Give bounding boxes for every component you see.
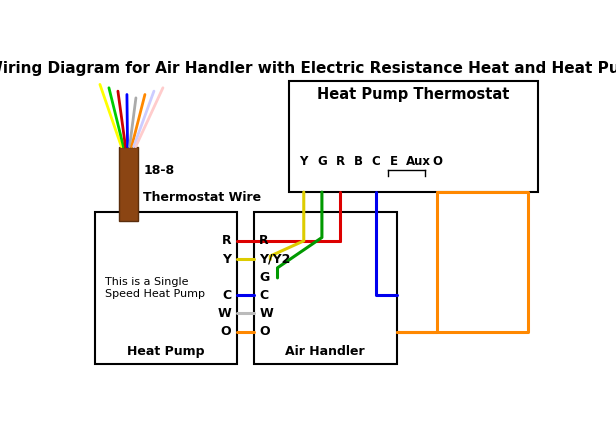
Text: G: G (259, 271, 270, 284)
Text: Wiring Diagram for Air Handler with Electric Resistance Heat and Heat Pump: Wiring Diagram for Air Handler with Elec… (0, 61, 616, 76)
Text: O: O (432, 155, 442, 168)
Text: This is a Single
Speed Heat Pump: This is a Single Speed Heat Pump (105, 277, 205, 299)
Text: Y: Y (222, 253, 231, 266)
Bar (120, 147, 137, 221)
Text: 18-8: 18-8 (144, 164, 174, 177)
Text: Heat Pump: Heat Pump (128, 345, 205, 357)
Text: C: C (371, 155, 380, 168)
Text: G: G (317, 155, 326, 168)
Text: O: O (259, 325, 270, 338)
Text: Y: Y (299, 155, 308, 168)
Text: Heat Pump Thermostat: Heat Pump Thermostat (317, 87, 510, 102)
Text: R: R (259, 234, 269, 247)
Text: R: R (222, 234, 231, 247)
Text: Y/Y2: Y/Y2 (259, 253, 291, 266)
Text: W: W (217, 307, 231, 320)
Bar (95, 212, 237, 364)
Text: Air Handler: Air Handler (285, 345, 365, 357)
Text: E: E (390, 155, 398, 168)
Text: R: R (336, 155, 344, 168)
Text: O: O (221, 325, 231, 338)
Text: C: C (259, 289, 269, 302)
Text: Aux: Aux (406, 155, 431, 168)
Text: B: B (354, 155, 363, 168)
Text: Thermostat Wire: Thermostat Wire (144, 191, 261, 204)
Text: W: W (259, 307, 273, 320)
Bar (290, 81, 538, 192)
Text: C: C (222, 289, 231, 302)
Bar (254, 212, 397, 364)
